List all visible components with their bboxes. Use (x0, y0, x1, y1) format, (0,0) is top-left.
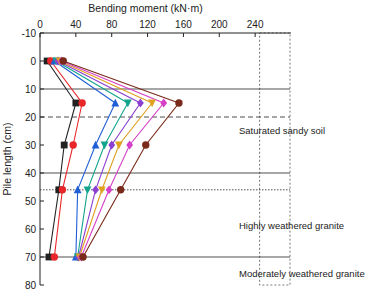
layer-boundary (40, 89, 290, 90)
series-line (56, 61, 128, 257)
data-point (175, 99, 182, 106)
chart-svg: 04080120160200240-1001020304050607080Ben… (0, 0, 368, 299)
y-tick-label: 20 (25, 112, 37, 123)
y-tick (40, 145, 44, 146)
series-line (47, 61, 76, 257)
y-tick-label: 40 (25, 168, 37, 179)
data-point (79, 253, 86, 260)
x-tick (75, 33, 76, 37)
x-tick-label: 240 (247, 19, 264, 30)
series-line (51, 61, 82, 257)
y-tick-label: 30 (25, 140, 37, 151)
x-tick-label: 0 (37, 19, 43, 30)
y-tick (40, 33, 44, 34)
x-tick (255, 33, 256, 37)
layer-boundary (40, 117, 290, 118)
data-point (69, 141, 76, 148)
data-point (72, 100, 79, 107)
x-tick-label: 80 (106, 19, 118, 30)
data-point (111, 99, 119, 107)
y-tick (40, 173, 44, 174)
y-tick-label: 50 (25, 196, 37, 207)
x-tick (183, 33, 184, 37)
x-axis (40, 33, 291, 34)
y-tick (40, 61, 44, 62)
data-point (51, 253, 58, 260)
annotation: Highly weathered granite (239, 220, 344, 231)
data-point (92, 185, 99, 194)
data-point (60, 57, 67, 64)
x-tick (111, 33, 112, 37)
data-point (106, 185, 113, 194)
x-tick (147, 33, 148, 37)
data-point (101, 142, 109, 150)
y-tick (40, 257, 44, 258)
y-tick (40, 229, 44, 230)
series-line (62, 61, 164, 257)
pile-schematic (260, 33, 290, 285)
x-tick-label: 120 (139, 19, 156, 30)
y-axis-label: Pile length (cm) (1, 123, 13, 196)
y-axis (40, 33, 41, 285)
annotation: Moderately weathered granite (239, 268, 365, 279)
y-tick (40, 201, 44, 202)
y-tick-label: 80 (25, 280, 37, 291)
data-point (98, 186, 106, 194)
plot-area (44, 57, 183, 262)
data-point (124, 100, 132, 108)
y-tick-label: 70 (25, 252, 37, 263)
data-point (160, 99, 167, 108)
data-point (92, 141, 100, 149)
chart-container: 04080120160200240-1001020304050607080Ben… (0, 0, 368, 299)
x-tick-label: 40 (70, 19, 82, 30)
y-tick (40, 285, 44, 286)
data-point (84, 186, 92, 194)
y-tick (40, 89, 44, 90)
y-tick-label: 60 (25, 224, 37, 235)
y-tick-label: 0 (30, 56, 36, 67)
data-point (108, 141, 115, 150)
x-tick-label: 160 (175, 19, 192, 30)
y-tick-label: 10 (25, 84, 37, 95)
y-tick-label: -10 (22, 28, 37, 39)
x-tick (40, 33, 41, 37)
y-tick (40, 117, 44, 118)
x-tick-label: 200 (211, 19, 228, 30)
x-tick (219, 33, 220, 37)
series-line (63, 61, 179, 257)
data-point (117, 186, 124, 193)
data-point (115, 142, 123, 150)
data-point (142, 141, 149, 148)
data-point (59, 186, 66, 193)
data-point (137, 99, 144, 108)
data-point (78, 99, 85, 106)
data-point (126, 141, 133, 150)
annotation: Saturated sandy soil (239, 125, 325, 136)
data-point (61, 142, 68, 149)
layer-boundary (40, 173, 290, 174)
data-point (74, 186, 82, 194)
x-axis-label: Bending moment (kN·m) (88, 2, 202, 14)
data-point (148, 100, 156, 108)
